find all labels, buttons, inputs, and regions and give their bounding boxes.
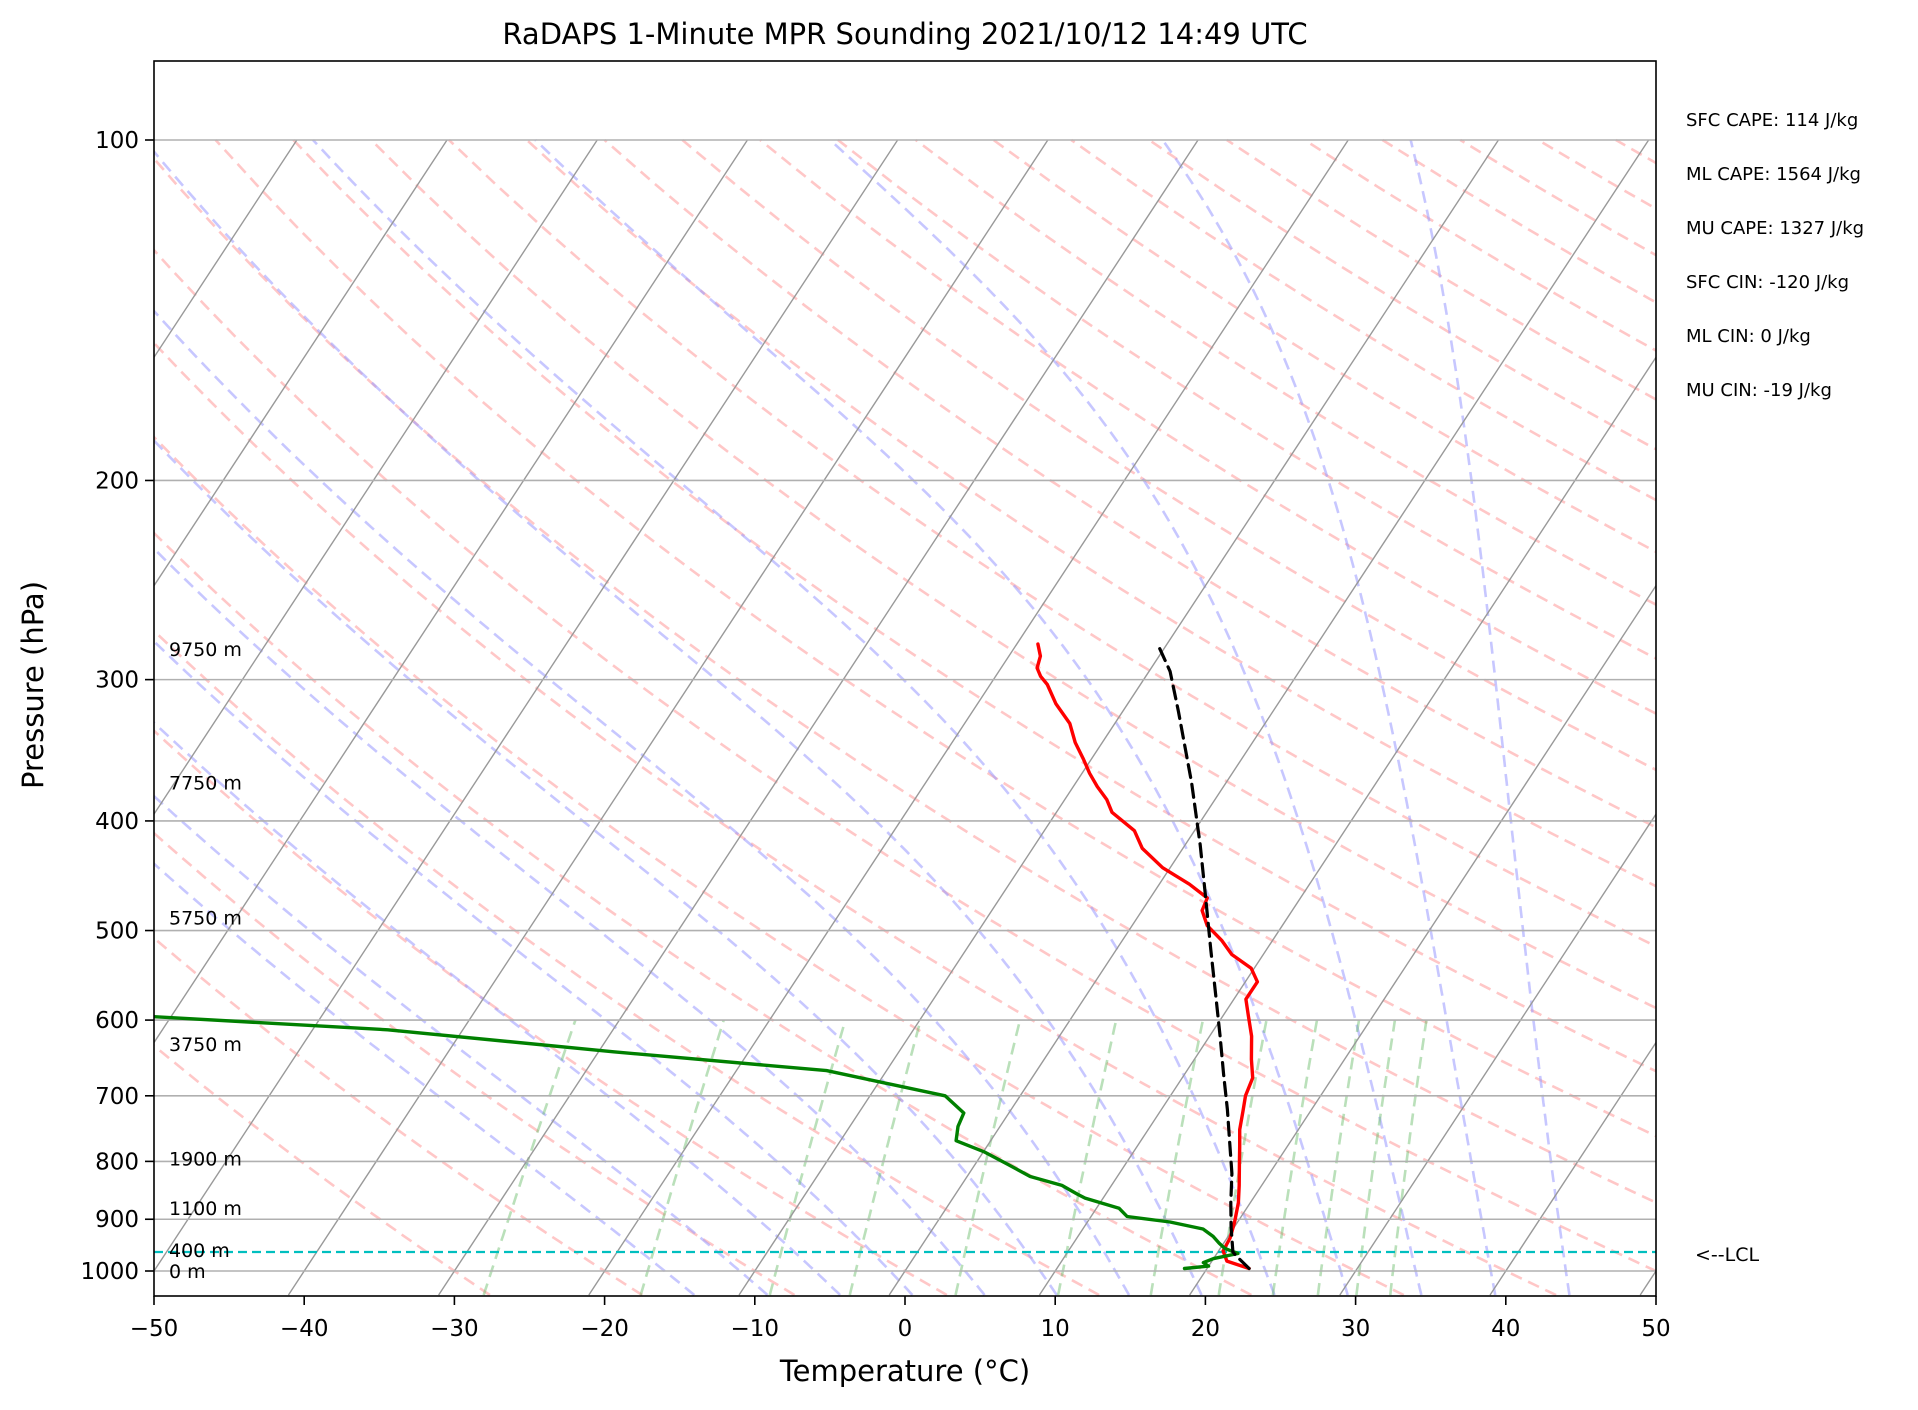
y-tick-label: 500 (95, 919, 139, 945)
dry-adiabat-line (293, 140, 1918, 1295)
isotherm-line (889, 140, 1648, 1295)
isotherm-line (138, 140, 897, 1295)
dewpoint-line (0, 649, 1238, 1268)
moist-adiabat-line (0, 140, 694, 1295)
mu-cape-stat: MU CAPE: 1327 J/kg (1686, 216, 1911, 270)
x-tick-label: −10 (731, 1316, 780, 1342)
moist-adiabat-line (144, 140, 1201, 1295)
moist-adiabat-line (830, 140, 1421, 1295)
ml-cape-stat: ML CAPE: 1564 J/kg (1686, 162, 1911, 216)
x-tick-label: 30 (1341, 1316, 1370, 1342)
moist-adiabat-line (0, 140, 1057, 1295)
height-label: 1100 m (169, 1198, 242, 1220)
dry-adiabat-line (60, 140, 1708, 1295)
temperature-line (1037, 644, 1257, 1269)
dry-adiabat-line (0, 140, 947, 1295)
height-label: 400 m (169, 1240, 230, 1262)
plot-frame (154, 61, 1656, 1296)
dry-adiabat-line (0, 140, 490, 1295)
height-label: 3750 m (169, 1034, 242, 1056)
x-tick-label: −40 (280, 1316, 329, 1342)
cape-cin-stats: SFC CAPE: 114 J/kg ML CAPE: 1564 J/kg MU… (1686, 108, 1911, 432)
isotherm-line (0, 140, 447, 1295)
isotherm-line (288, 140, 1047, 1295)
y-tick-label: 900 (95, 1207, 139, 1233)
x-tick-label: 20 (1191, 1316, 1220, 1342)
mixing-ratio-line (770, 1020, 846, 1295)
isotherm-line (739, 140, 1498, 1295)
y-axis: 100 200 300 400 500 600 700 800 900 1000 (80, 128, 154, 1285)
isotherm-line (589, 140, 1348, 1295)
x-tick-label: −30 (430, 1316, 479, 1342)
sounding-lines (0, 644, 1257, 1269)
dry-adiabat-line (0, 140, 1556, 1295)
x-tick-label: 50 (1641, 1316, 1670, 1342)
dry-adiabat-line (138, 140, 1861, 1295)
moist-adiabat-line (0, 140, 840, 1295)
x-tick-label: 40 (1491, 1316, 1520, 1342)
chart-title: RaDAPS 1-Minute MPR Sounding 2021/10/12 … (502, 17, 1307, 51)
ml-cin-stat: ML CIN: 0 J/kg (1686, 324, 1911, 378)
height-label: 1900 m (169, 1148, 242, 1170)
y-tick-label: 300 (95, 668, 139, 694)
mixing-ratio-line (1390, 1020, 1426, 1295)
x-tick-label: −20 (580, 1316, 629, 1342)
isotherm-line (439, 140, 1198, 1295)
y-tick-label: 400 (95, 809, 139, 835)
lcl-label: <--LCL (1695, 1244, 1759, 1266)
isotherm-line (1039, 140, 1798, 1295)
x-tick-label: −50 (130, 1316, 179, 1342)
height-label: 5750 m (169, 908, 242, 930)
y-tick-label: 700 (95, 1084, 139, 1110)
y-axis-label: Pressure (hPa) (16, 581, 50, 789)
dry-adiabat-line (0, 140, 795, 1295)
x-tick-label: 10 (1041, 1316, 1070, 1342)
y-tick-label: 100 (95, 128, 139, 154)
moist-adiabat-line (313, 140, 1274, 1295)
height-label: 7750 m (169, 773, 242, 795)
x-axis-label: Temperature (°C) (779, 1354, 1030, 1388)
moist-adiabat-line (0, 140, 985, 1295)
isotherm-line (0, 140, 597, 1295)
x-axis: −50 −40 −30 −20 −10 0 10 20 30 40 50 (130, 1296, 1671, 1342)
x-tick-label: 0 (898, 1316, 913, 1342)
y-tick-label: 600 (95, 1008, 139, 1034)
mu-cin-stat: MU CIN: -19 J/kg (1686, 378, 1911, 432)
mixing-ratio-line (956, 1020, 1020, 1295)
pressure-gridlines (154, 140, 1656, 1271)
sfc-cape-stat: SFC CAPE: 114 J/kg (1686, 108, 1911, 162)
sfc-cin-stat: SFC CIN: -120 J/kg (1686, 270, 1911, 324)
height-label: 9750 m (169, 639, 242, 661)
mixing-ratio-line (1318, 1020, 1359, 1295)
moist-adiabat-line (0, 140, 767, 1295)
y-tick-label: 200 (95, 468, 139, 494)
height-label: 0 m (169, 1261, 206, 1283)
y-tick-label: 800 (95, 1149, 139, 1175)
dry-adiabat-line (0, 140, 642, 1295)
isotherm-line (0, 140, 747, 1295)
y-tick-label: 1000 (80, 1259, 139, 1285)
